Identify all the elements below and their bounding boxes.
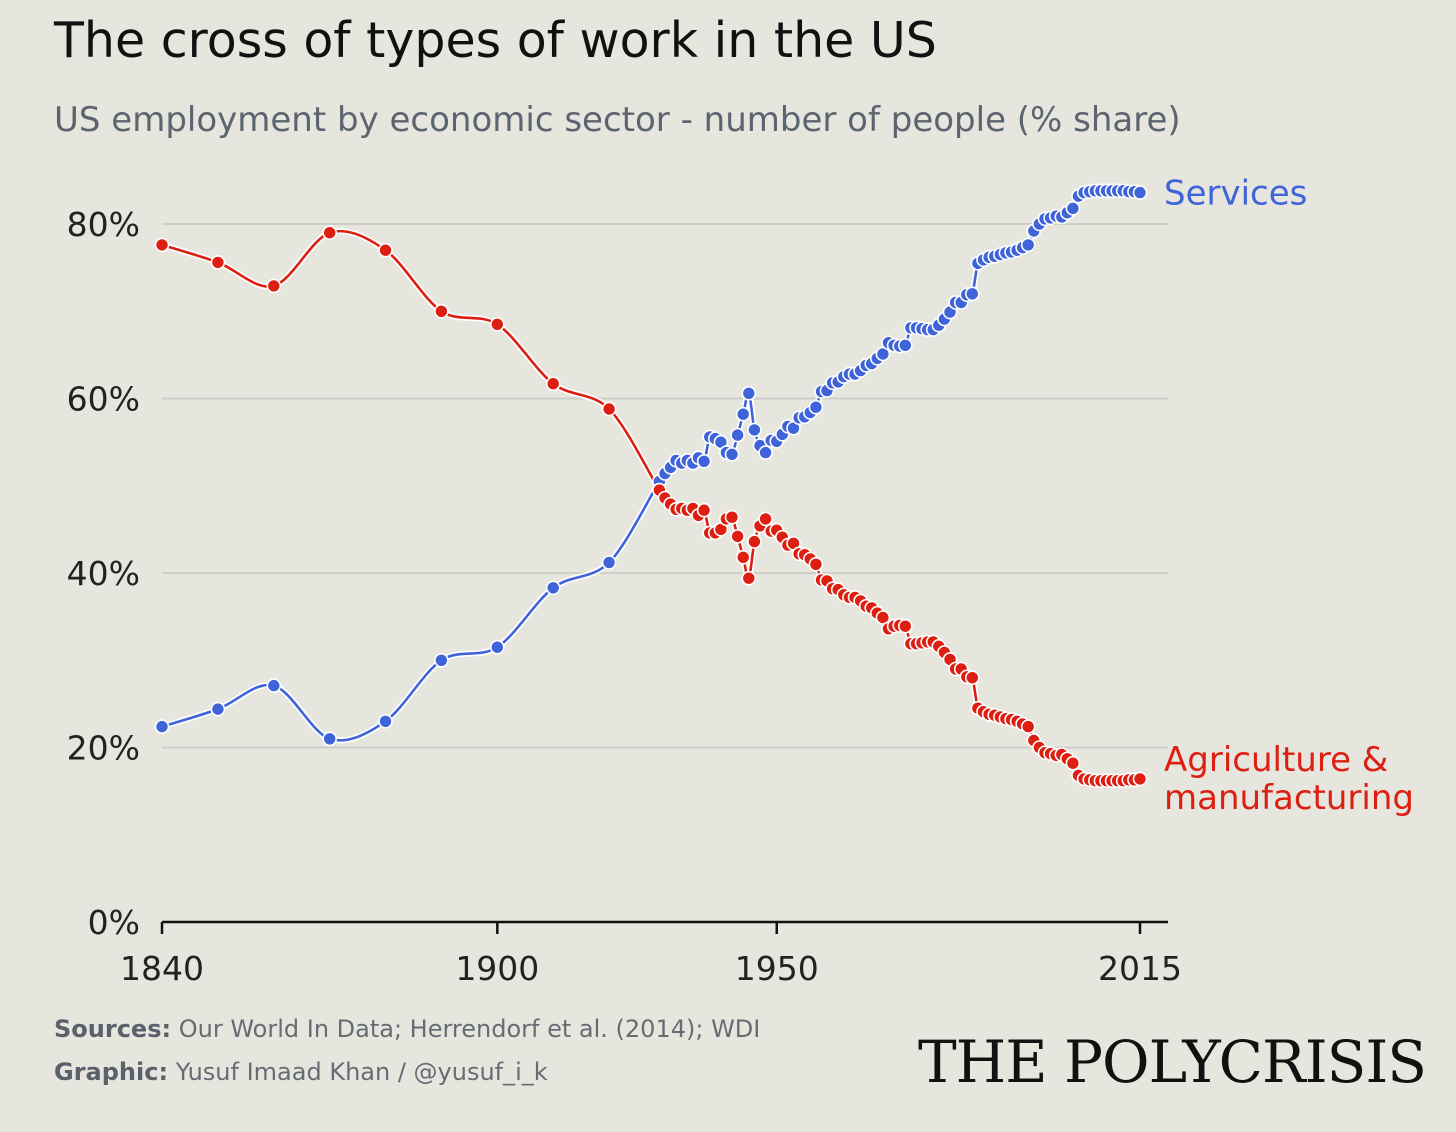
agriculture-series-label: Agriculture & manufacturing [1164,740,1414,818]
services-point [601,555,617,570]
agriculture-manufacturing-point [741,570,757,586]
chart-title: The cross of types of work in the US [54,12,937,69]
x-tick-label: 1950 [735,949,819,988]
series-lines [161,187,1141,784]
agriculture-manufacturing-point [808,556,824,572]
sources-label: Sources: [54,1015,172,1043]
agriculture-manufacturing-line-halo [161,228,1141,784]
services-point [545,580,561,596]
agriculture-manufacturing-point [322,225,338,240]
y-tick-label: 20% [67,729,140,768]
services-point [1132,185,1148,200]
y-tick-label: 80% [67,205,140,244]
services-point [964,286,980,302]
agriculture-manufacturing-point [434,303,449,319]
services-point [154,719,170,734]
agriculture-manufacturing-point [747,534,762,549]
sources-text: Our World In Data; Herrendorf et al. (20… [178,1015,761,1043]
agriculture-manufacturing-point [378,242,393,258]
services-point [696,453,712,469]
x-tick-label: 1900 [455,949,539,988]
services-point [735,406,751,422]
graphic-credit-text: Yusuf Imaad Khan / @yusuf_i_k [175,1058,548,1086]
agriculture-manufacturing-point [1132,771,1148,787]
services-point [741,385,757,401]
agriculture-manufacturing-point [1020,719,1036,734]
series-points [154,183,1148,789]
x-tick-label: 2015 [1098,949,1182,988]
agriculture-manufacturing-point [154,237,170,253]
graphic-credit-line: Graphic: Yusuf Imaad Khan / @yusuf_i_k [54,1058,548,1086]
services-point [758,445,773,460]
services-point [322,731,338,747]
axes: 0% 20% 40% 60% 80% 1840 1900 1950 2015 [67,205,1182,988]
sources-line: Sources: Our World In Data; Herrendorf e… [54,1015,760,1043]
brand-logo: THE POLYCRISIS [917,1028,1427,1096]
services-point [489,639,505,655]
services-line-halo [161,187,1141,744]
agriculture-manufacturing-line [161,229,1141,783]
services-point [747,422,762,438]
services-point [434,652,449,668]
agriculture-manufacturing-point [964,670,980,686]
agriculture-manufacturing-point [266,278,282,294]
y-tick-label: 0% [88,903,140,942]
agriculture-manufacturing-point [1065,755,1081,771]
agriculture-manufacturing-point [730,529,745,544]
graphic-label: Graphic: [54,1058,169,1086]
services-point [730,427,745,443]
services-series-label: Services [1164,174,1307,214]
agriculture-manufacturing-point [875,610,891,625]
agriculture-manufacturing-point [696,502,712,518]
y-tick-label: 40% [67,554,140,593]
services-line [161,189,1141,742]
agriculture-manufacturing-point [601,401,617,417]
agriculture-manufacturing-point [545,376,561,392]
services-point [210,701,226,717]
services-point [266,678,282,693]
y-tick-label: 60% [67,380,140,419]
services-point [724,446,740,462]
x-tick-label: 1840 [120,949,204,988]
services-point [875,346,891,362]
agriculture-manufacturing-point [735,549,751,565]
chart-subtitle: US employment by economic sector - numbe… [54,100,1181,140]
gridlines [162,223,1168,749]
agriculture-manufacturing-point [210,255,226,270]
services-point [1020,237,1036,253]
services-point [1065,201,1081,216]
agriculture-manufacturing-point [724,509,740,525]
agriculture-manufacturing-point [897,618,913,634]
services-point [808,399,824,415]
services-point [378,713,393,729]
series-labels: Services Agriculture & manufacturing [1164,174,1414,818]
agriculture-manufacturing-point [758,511,773,527]
services-point [897,337,913,353]
agriculture-manufacturing-point [489,316,505,332]
